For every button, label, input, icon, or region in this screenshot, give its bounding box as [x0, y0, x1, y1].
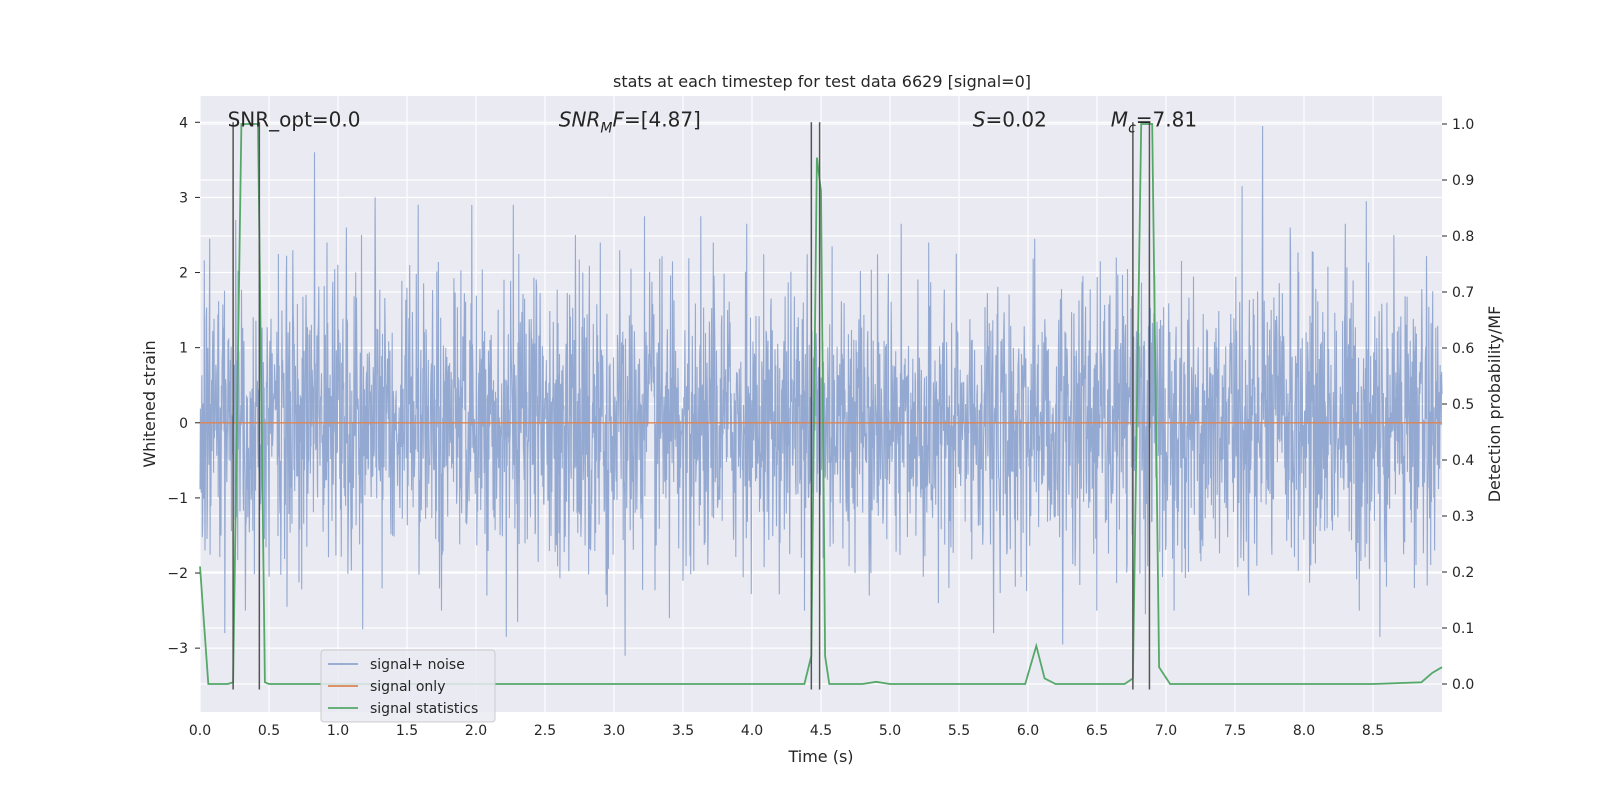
x-tick-label: 8.0: [1293, 723, 1315, 739]
x-tick-label: 4.5: [810, 723, 832, 739]
x-tick-label: 7.0: [1155, 723, 1177, 739]
y2-tick-label: 0.7: [1452, 285, 1474, 301]
x-tick-label: 0.5: [258, 723, 280, 739]
x-tick-label: 6.5: [1086, 723, 1108, 739]
y2-tick-label: 0.0: [1452, 677, 1474, 693]
y2-tick-label: 0.1: [1452, 621, 1474, 637]
x-tick-label: 5.0: [879, 723, 901, 739]
y2-tick-label: 0.6: [1452, 341, 1474, 357]
x-tick-label: 3.5: [672, 723, 694, 739]
x-tick-label: 1.5: [396, 723, 418, 739]
x-tick-label: 8.5: [1362, 723, 1384, 739]
y2-tick-label: 0.9: [1452, 173, 1474, 189]
annotation-text: Mc=7.81: [1111, 107, 1197, 136]
x-tick-label: 2.0: [465, 723, 487, 739]
y-tick-label: −3: [167, 641, 188, 657]
x-tick-label: 3.0: [603, 723, 625, 739]
y2-tick-label: 0.3: [1452, 509, 1474, 525]
annotation-text: SNRMF=[4.87]: [559, 107, 701, 136]
x-axis-ticks: 0.0 0.5 1.0 1.5 2.0 2.5 3.0 3.5 4.0 4.5 5.0 5.5 6.0 6…: [189, 723, 1384, 739]
legend-label: signal only: [370, 679, 445, 695]
annotations: SNR_opt=0.0 SNRMF=[4.87] S=0.02 Mc=7.81: [228, 107, 1197, 136]
y-axis-label: Whitened strain: [140, 340, 159, 467]
y-tick-label: −2: [167, 566, 188, 582]
y2-tick-label: 0.5: [1452, 397, 1474, 413]
annotation-text: S=0.02: [973, 107, 1047, 131]
y2-axis-label: Detection probability/MF: [1485, 306, 1504, 503]
legend-box: [320, 649, 496, 723]
x-tick-label: 6.0: [1017, 723, 1039, 739]
series-signal-noise-line: [199, 125, 1443, 656]
y2-tick-label: 1.0: [1452, 117, 1474, 133]
x-tick-label: 0.0: [189, 723, 211, 739]
y-tick-label: 4: [179, 115, 188, 131]
y2-tick-label: 0.2: [1452, 565, 1474, 581]
y-tick-label: −1: [167, 491, 188, 507]
legend: signal+ noise signal only signal statistic…: [320, 649, 496, 723]
x-tick-label: 5.5: [948, 723, 970, 739]
series-signal-statistics-line: [199, 123, 1443, 685]
annotation-text: SNR_opt=0.0: [228, 107, 361, 131]
vertical-lines: [232, 122, 1151, 690]
y-tick-label: 1: [179, 341, 188, 357]
y-tick-label: 2: [179, 266, 188, 282]
y-tick-label: 0: [179, 416, 188, 432]
x-tick-label: 4.0: [741, 723, 763, 739]
x-tick-label: 1.0: [327, 723, 349, 739]
y2-axis-ticks: 1.0 0.9 0.8 0.7 0.6 0.5 0.4 0.3 0.2 0.1 0.0: [1442, 117, 1474, 693]
data-layer: [199, 123, 1443, 685]
legend-entries: signal+ noise signal only signal statistic…: [328, 657, 478, 717]
y-tick-label: 3: [179, 190, 188, 206]
x-axis-label: Time (s): [787, 747, 853, 766]
y2-tick-label: 0.8: [1452, 229, 1474, 245]
legend-label: signal statistics: [370, 701, 478, 717]
x-tick-label: 7.5: [1224, 723, 1246, 739]
x-tick-label: 2.5: [534, 723, 556, 739]
legend-label: signal+ noise: [370, 657, 465, 673]
chart-title: stats at each timestep for test data 662…: [613, 72, 1031, 91]
y-axis-ticks: 4 3 2 1 0 −1 −2 −3: [167, 115, 200, 657]
y2-tick-label: 0.4: [1452, 453, 1474, 469]
